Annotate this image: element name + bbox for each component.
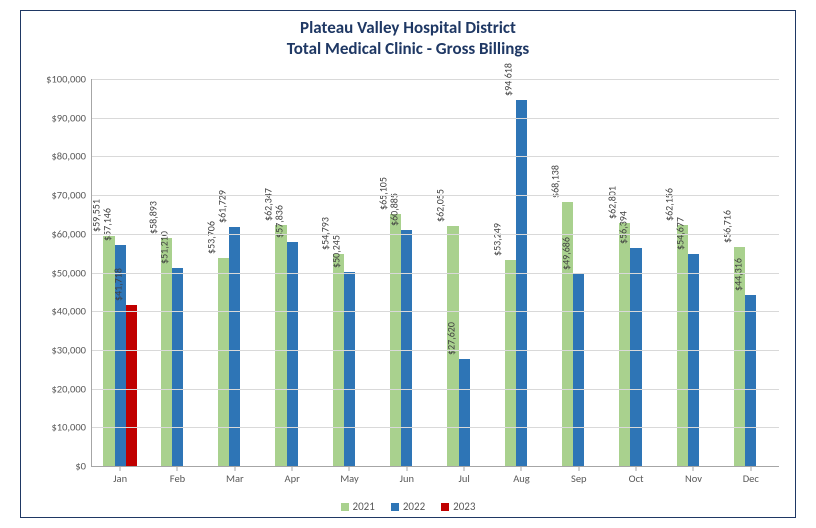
bar-data-label: $51,210 xyxy=(158,231,171,266)
bar: $61,729 xyxy=(229,227,240,466)
x-axis-label: Feb xyxy=(149,466,205,485)
legend-item: 2023 xyxy=(441,500,475,513)
x-axis-label: Apr xyxy=(264,466,320,485)
y-axis-label: $20,000 xyxy=(51,382,92,395)
bar: $57,836 xyxy=(287,242,298,466)
bar: $56,394 xyxy=(630,248,641,466)
bar: $53,706 xyxy=(218,258,229,466)
bar: $54,677 xyxy=(688,254,699,466)
y-axis-label: $50,000 xyxy=(51,266,92,279)
bar: $49,686 xyxy=(573,274,584,466)
bar-data-label: $57,836 xyxy=(273,205,286,240)
legend-swatch xyxy=(391,503,399,511)
y-axis-label: $40,000 xyxy=(51,305,92,318)
bar-data-label: $94,618 xyxy=(502,63,515,98)
gridline xyxy=(92,195,779,196)
bar: $94,618 xyxy=(516,100,527,466)
bar-data-label: $54,677 xyxy=(674,218,687,253)
y-axis-label: $70,000 xyxy=(51,189,92,202)
x-axis-label: Dec xyxy=(723,466,779,485)
y-axis-label: $10,000 xyxy=(51,421,92,434)
bar-data-label: $60,885 xyxy=(387,193,400,228)
chart-title: Plateau Valley Hospital District Total M… xyxy=(21,11,795,60)
gridline xyxy=(92,273,779,274)
x-axis-label: Jul xyxy=(436,466,492,485)
y-axis-label: $0 xyxy=(75,460,92,473)
bar: $50,245 xyxy=(344,272,355,466)
bar-data-label: $53,249 xyxy=(491,223,504,258)
x-axis-label: Aug xyxy=(493,466,549,485)
bar-data-label: $50,245 xyxy=(330,235,343,270)
y-axis-label: $100,000 xyxy=(46,73,92,86)
legend-label: 2023 xyxy=(453,500,475,513)
gridline xyxy=(92,79,779,80)
bar: $54,793 xyxy=(333,254,344,466)
gridline xyxy=(92,156,779,157)
plot-area: $59,551$57,146$41,718Jan$58,893$51,210Fe… xyxy=(91,79,779,467)
title-line-1: Plateau Valley Hospital District xyxy=(21,17,795,38)
bar-data-label: $27,620 xyxy=(445,322,458,357)
y-axis-label: $90,000 xyxy=(51,111,92,124)
bar: $53,249 xyxy=(505,260,516,466)
bar: $41,718 xyxy=(126,305,137,466)
x-axis-label: Jan xyxy=(92,466,148,485)
gridline xyxy=(92,427,779,428)
legend-item: 2022 xyxy=(391,500,425,513)
bar: $27,620 xyxy=(459,359,470,466)
y-axis-label: $60,000 xyxy=(51,227,92,240)
gridline xyxy=(92,234,779,235)
bar: $62,801 xyxy=(619,223,630,466)
chart-container: Plateau Valley Hospital District Total M… xyxy=(20,10,796,518)
legend-label: 2021 xyxy=(353,500,375,513)
bar-data-label: $49,686 xyxy=(559,237,572,272)
bar: $51,210 xyxy=(172,268,183,466)
x-axis-label: Oct xyxy=(608,466,664,485)
bar-data-label: $53,706 xyxy=(204,221,217,256)
bar-data-label: $56,394 xyxy=(617,211,630,246)
gridline xyxy=(92,389,779,390)
bar-data-label: $57,146 xyxy=(101,208,114,243)
legend: 2021 2022 2023 xyxy=(21,500,795,513)
bar: $62,347 xyxy=(275,225,286,466)
bar-data-label: $56,716 xyxy=(720,210,733,245)
x-axis-label: May xyxy=(321,466,377,485)
x-axis-label: Jun xyxy=(379,466,435,485)
legend-swatch xyxy=(341,503,349,511)
title-line-2: Total Medical Clinic - Gross Billings xyxy=(21,38,795,59)
legend-item: 2021 xyxy=(341,500,375,513)
bar: $60,885 xyxy=(401,230,412,466)
gridline xyxy=(92,311,779,312)
bar: $62,156 xyxy=(677,225,688,466)
x-axis-label: Sep xyxy=(551,466,607,485)
bar: $44,316 xyxy=(745,295,756,467)
x-axis-label: Mar xyxy=(207,466,263,485)
bar-data-label: $44,316 xyxy=(731,258,744,293)
legend-label: 2022 xyxy=(403,500,425,513)
x-axis-label: Nov xyxy=(665,466,721,485)
y-axis-label: $30,000 xyxy=(51,343,92,356)
y-axis-label: $80,000 xyxy=(51,150,92,163)
gridline xyxy=(92,350,779,351)
legend-swatch xyxy=(441,503,449,511)
gridline xyxy=(92,118,779,119)
